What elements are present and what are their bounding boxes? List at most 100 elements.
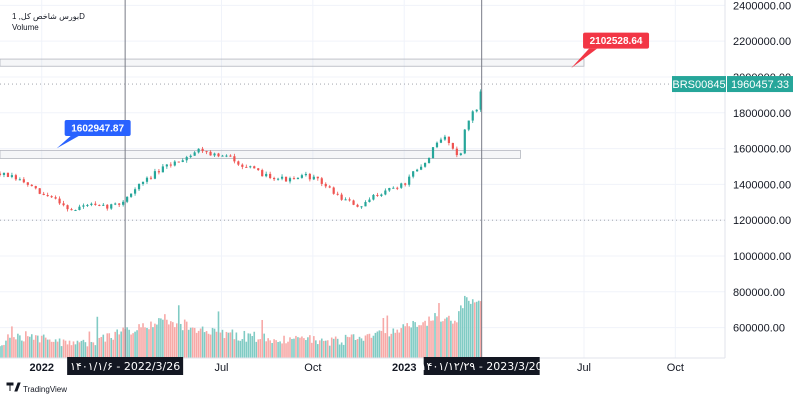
volume-bar	[7, 334, 9, 358]
volume-bar	[267, 338, 269, 358]
price-zone[interactable]	[0, 149, 521, 159]
volume-bar	[237, 340, 240, 358]
candle-body	[74, 210, 77, 212]
volume-bar	[315, 340, 317, 358]
time-axis[interactable]: 2022 Jul Oct 2023 Jul Oct	[29, 362, 683, 374]
volume-bar	[394, 332, 397, 358]
candle-body	[197, 148, 200, 153]
volume-bar	[241, 339, 244, 358]
candle-body	[181, 160, 184, 162]
volume-bar	[74, 344, 77, 358]
price-tick-label: 2400000.00	[733, 0, 791, 12]
volume-bar	[462, 308, 464, 358]
volume-bar	[320, 338, 323, 358]
candle-body	[106, 204, 109, 209]
volume-bar	[60, 346, 63, 358]
volume-bar	[70, 345, 73, 358]
volume-bar	[364, 335, 367, 358]
volume-bar	[283, 335, 285, 358]
volume-bar	[384, 333, 387, 358]
volume-bar	[40, 335, 43, 358]
candle-body	[288, 178, 292, 182]
volume-bar	[277, 342, 279, 358]
volume-bar	[179, 323, 182, 358]
volume-bar	[354, 339, 357, 358]
candle-body	[30, 184, 33, 187]
callout-value: 1602947.87	[71, 124, 124, 135]
volume-bar	[76, 340, 79, 358]
candle-body	[98, 204, 101, 206]
volume-bar	[187, 329, 190, 358]
volume-bar	[68, 340, 71, 358]
candle-body	[153, 171, 157, 179]
volume-bar	[11, 326, 13, 358]
volume-bar	[48, 339, 51, 358]
tradingview-logo[interactable]: TradingView	[6, 382, 67, 394]
volume-bar	[72, 341, 75, 358]
volume-bar	[15, 339, 17, 358]
volume-bar	[172, 322, 174, 358]
time-tick-label: Jul	[577, 362, 591, 374]
volume-bar	[406, 323, 408, 358]
volume-bar	[50, 341, 53, 358]
volume-bar	[342, 344, 345, 358]
volume-bar	[289, 337, 291, 358]
symbol-label: BRS00845	[672, 79, 725, 91]
volume-bar	[90, 341, 93, 358]
volume-bar	[82, 339, 85, 358]
candle-body	[165, 164, 168, 167]
volume-bar	[52, 341, 55, 358]
volume-bar	[64, 340, 67, 358]
candle-body	[141, 181, 145, 184]
volume-bar	[305, 340, 307, 358]
volume-bar	[380, 330, 383, 358]
volume-bar	[213, 328, 216, 358]
callouts: 2102528.64 1602947.87	[56, 32, 650, 149]
candle-body	[145, 177, 149, 182]
volume-bar	[189, 327, 192, 358]
volume-bar	[177, 305, 180, 358]
date-marker-label-bg	[423, 357, 540, 375]
volume-bar	[360, 338, 363, 358]
volume-bar	[332, 338, 335, 358]
volume-bar	[102, 334, 105, 358]
volume-bar	[9, 337, 11, 358]
callout-pointer	[56, 136, 79, 149]
candle-body	[451, 142, 454, 149]
price-axis[interactable]: 2400000.002200000.002000000.001800000.00…	[733, 0, 791, 334]
candle-body	[423, 162, 427, 167]
price-callout-low[interactable]: 1602947.87	[56, 120, 131, 149]
price-tick-label: 600000.00	[733, 323, 785, 335]
price-callout-high[interactable]: 2102528.64	[571, 32, 650, 69]
volume-bar	[181, 330, 184, 358]
candle-body	[221, 155, 224, 157]
time-tick-label: Jul	[214, 362, 228, 374]
candle-body	[217, 153, 220, 157]
volume-bar	[362, 340, 365, 358]
volume-bar	[420, 325, 422, 358]
tradingview-icon	[6, 382, 21, 392]
volume-bar	[148, 329, 150, 358]
volume-bar	[318, 340, 321, 358]
volume-bar	[479, 301, 482, 358]
candle-body	[137, 183, 141, 190]
volume-bar	[120, 331, 122, 358]
candle-body	[241, 164, 244, 167]
candle-body	[90, 203, 93, 205]
volume-bar	[114, 331, 117, 358]
volume-bar	[326, 340, 329, 358]
volume-bar	[372, 335, 375, 358]
price-tick-label: 1600000.00	[733, 144, 791, 156]
candle-body	[2, 172, 6, 175]
price-zone[interactable]	[0, 58, 585, 67]
callout-pointer	[571, 48, 598, 69]
volume-bar	[376, 331, 379, 358]
volume-bar	[408, 326, 410, 358]
candle-body	[209, 151, 212, 156]
candle-body	[471, 111, 474, 121]
volume-bar	[374, 332, 377, 358]
price-tick-label: 1400000.00	[733, 179, 791, 191]
volume-bar	[195, 332, 198, 358]
